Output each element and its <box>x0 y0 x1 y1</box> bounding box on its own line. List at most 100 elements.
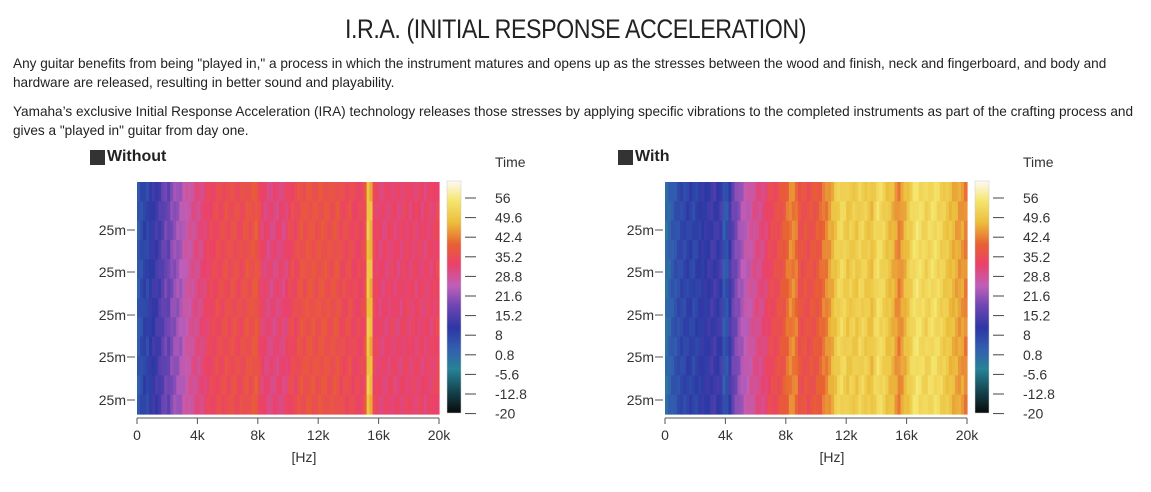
heatmap-cell <box>834 220 838 241</box>
heatmap-cell <box>345 278 349 299</box>
heatmap-cell <box>357 201 362 222</box>
heatmap-cell <box>791 259 796 280</box>
heatmap-cell <box>933 201 938 222</box>
heatmap-cell <box>330 182 334 202</box>
heatmap-cell <box>140 240 144 260</box>
heatmap-cell <box>336 259 340 280</box>
heatmap-cell <box>152 356 156 376</box>
heatmap-cell <box>215 278 220 299</box>
heatmap-cell <box>399 182 404 202</box>
heatmap-cell <box>426 278 431 299</box>
heatmap-cell <box>689 336 693 357</box>
heatmap-cell <box>396 259 401 280</box>
heatmap-cell <box>936 278 941 299</box>
heatmap-cell <box>161 278 165 299</box>
colorbar <box>446 180 462 414</box>
heatmap-cell <box>870 356 874 376</box>
heatmap-cell <box>315 259 319 280</box>
heatmap-cell <box>746 298 751 318</box>
heatmap-cell <box>855 317 859 338</box>
heatmap-cell <box>671 298 675 318</box>
heatmap-cell <box>414 356 419 376</box>
heatmap-cell <box>921 394 926 415</box>
heatmap-cell <box>722 201 726 222</box>
heatmap-cell <box>674 278 678 299</box>
heatmap-cell <box>831 259 835 280</box>
heatmap-cell <box>414 220 419 241</box>
heatmap-cell <box>903 240 908 260</box>
heatmap-cell <box>345 356 349 376</box>
heatmap-cell <box>788 394 793 415</box>
heatmap-cell <box>963 317 968 338</box>
heatmap-cell <box>375 259 380 280</box>
heatmap-cell <box>254 317 259 338</box>
heatmap-cell <box>155 375 159 396</box>
heatmap-cell <box>387 317 392 338</box>
heatmap-cell <box>903 220 908 241</box>
heatmap-cell <box>435 375 440 396</box>
heatmap-cell <box>951 336 956 357</box>
colorbar-tick-label: 56 <box>1023 190 1039 206</box>
heatmap-cell <box>867 278 871 299</box>
heatmap-cell <box>876 259 881 280</box>
heatmap-cell <box>185 182 189 202</box>
heatmap-cell <box>716 317 720 338</box>
heatmap-cell <box>825 220 829 241</box>
heatmap-cell <box>396 317 401 338</box>
heatmap-cell <box>161 182 165 202</box>
heatmap-cell <box>215 375 220 396</box>
heatmap-cell <box>306 278 310 299</box>
heatmap-cell <box>390 356 395 376</box>
heatmap-cell <box>203 317 208 338</box>
heatmap-cell <box>272 356 277 376</box>
heatmap-cell <box>300 182 304 202</box>
heatmap-cell <box>749 356 754 376</box>
heatmap-cell <box>704 220 708 241</box>
heatmap-cell <box>885 317 890 338</box>
heatmap-cell <box>864 240 868 260</box>
heatmap-cell <box>303 201 307 222</box>
heatmap-cell <box>912 298 917 318</box>
heatmap-cell <box>182 278 186 299</box>
heatmap-cell <box>254 182 259 202</box>
heatmap-cell <box>710 375 714 396</box>
colorbar-tick-label: 15.2 <box>495 308 522 324</box>
x-tick-label: 8k <box>778 427 794 443</box>
heatmap-cell <box>185 375 189 396</box>
heatmap-cell <box>873 336 877 357</box>
heatmap-cell <box>686 220 690 241</box>
heatmap-cell <box>924 356 929 376</box>
heatmap-cell <box>248 201 253 222</box>
y-tick-label: 25m <box>627 264 654 280</box>
heatmap-cell <box>432 336 437 357</box>
heatmap-cell <box>212 240 217 260</box>
heatmap-cell <box>435 298 440 318</box>
heatmap-cell <box>143 317 147 338</box>
heatmap-cell <box>948 182 953 202</box>
heatmap-cell <box>309 220 313 241</box>
heatmap-cell <box>176 220 180 241</box>
heatmap-cell <box>278 394 283 415</box>
y-tick-label: 25m <box>99 392 126 408</box>
heatmap-cell <box>782 182 787 202</box>
heatmap-cell <box>809 278 814 299</box>
heatmap-cell <box>716 240 720 260</box>
heatmap-cell <box>303 317 307 338</box>
heatmap-cell <box>354 220 359 241</box>
heatmap-cell <box>864 220 868 241</box>
heatmap-cell <box>248 375 253 396</box>
heatmap-cell <box>918 201 923 222</box>
heatmap-cell <box>414 317 419 338</box>
heatmap-cell <box>797 356 802 376</box>
heatmap-cell <box>387 259 392 280</box>
heatmap-cell <box>743 394 748 415</box>
heatmap-cell <box>791 317 796 338</box>
heatmap-cell <box>158 278 162 299</box>
heatmap-cell <box>300 240 304 260</box>
heatmap-cell <box>915 259 920 280</box>
heatmap-cell <box>300 375 304 396</box>
heatmap-cell <box>734 259 739 280</box>
heatmap-cell <box>767 278 772 299</box>
heatmap-cell <box>707 201 711 222</box>
heatmap-cell <box>209 182 214 202</box>
